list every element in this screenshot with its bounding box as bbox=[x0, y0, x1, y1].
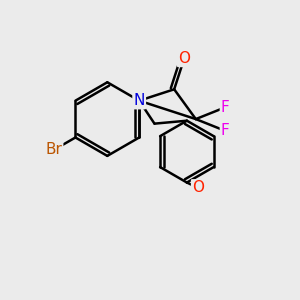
Text: F: F bbox=[221, 123, 230, 138]
Text: O: O bbox=[178, 51, 190, 66]
Text: N: N bbox=[134, 93, 145, 108]
Text: Br: Br bbox=[45, 142, 62, 158]
Text: F: F bbox=[221, 100, 230, 115]
Text: O: O bbox=[192, 180, 204, 195]
